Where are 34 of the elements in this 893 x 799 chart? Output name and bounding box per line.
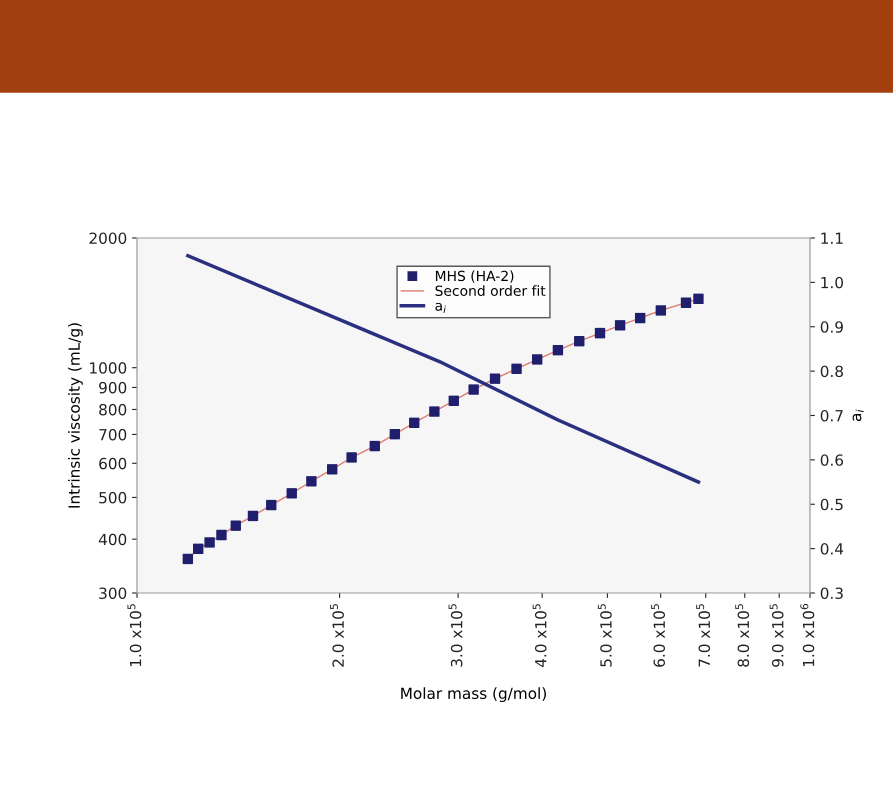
y2-tick-label: 0.4 [820, 543, 844, 555]
y2-tick-label: 0.9 [820, 321, 843, 333]
x-tick-label: 5.0 x10$^{5}$ [598, 604, 612, 667]
x-tick-label: 3.0 x10$^{5}$ [448, 604, 462, 667]
y-tick-label: 600 [99, 458, 126, 470]
legend-label: a$_{i}$ [435, 302, 446, 313]
x-tick-label: 8.0 x10$^{5}$ [735, 604, 750, 667]
y2-axis-title: a$_{i}$ [852, 410, 864, 422]
y2-tick-label: 0.8 [820, 366, 843, 378]
x-tick-label: 4.0 x10$^{5}$ [532, 604, 547, 668]
y-tick-label: 900 [99, 382, 126, 394]
y-tick-label: 300 [99, 587, 126, 600]
y-tick-label: 800 [99, 404, 126, 416]
y2-tick-label: 1.1 [821, 232, 843, 244]
y-tick-label: 2000 [90, 232, 126, 244]
y-tick-label: 700 [99, 428, 126, 440]
y2-tick-label: 0.3 [820, 587, 843, 600]
y2-tick-label: 0.7 [820, 410, 843, 422]
legend-label: Second order fit [435, 285, 546, 296]
x-tick-label: 1.0 x10$^{5}$ [127, 604, 142, 666]
y2-tick-label: 0.5 [820, 498, 843, 510]
y2-tick-label: 0.6 [820, 454, 844, 466]
y2-tick-label: 1.0 [821, 276, 844, 288]
y-tick-label: 500 [99, 492, 126, 504]
y-axis-title: Intrinsic viscosity (mL/g) [68, 323, 83, 508]
y-tick-label: 1000 [90, 362, 126, 374]
x-tick-label: 2.0 x10$^{5}$ [330, 604, 344, 667]
x-tick-label: 6.0 x10$^{5}$ [651, 604, 666, 667]
x-tick-label: 7.0 x10$^{5}$ [696, 604, 710, 667]
x-tick-label: 9.0 x10$^{5}$ [770, 604, 784, 667]
legend-label: MHS (HA-2) [436, 270, 514, 283]
x-tick-label: 1.0 x10$^{6}$ [800, 604, 814, 666]
y-tick-label: 400 [98, 534, 126, 546]
x-axis-title: Molar mass (g/mol) [401, 687, 546, 702]
